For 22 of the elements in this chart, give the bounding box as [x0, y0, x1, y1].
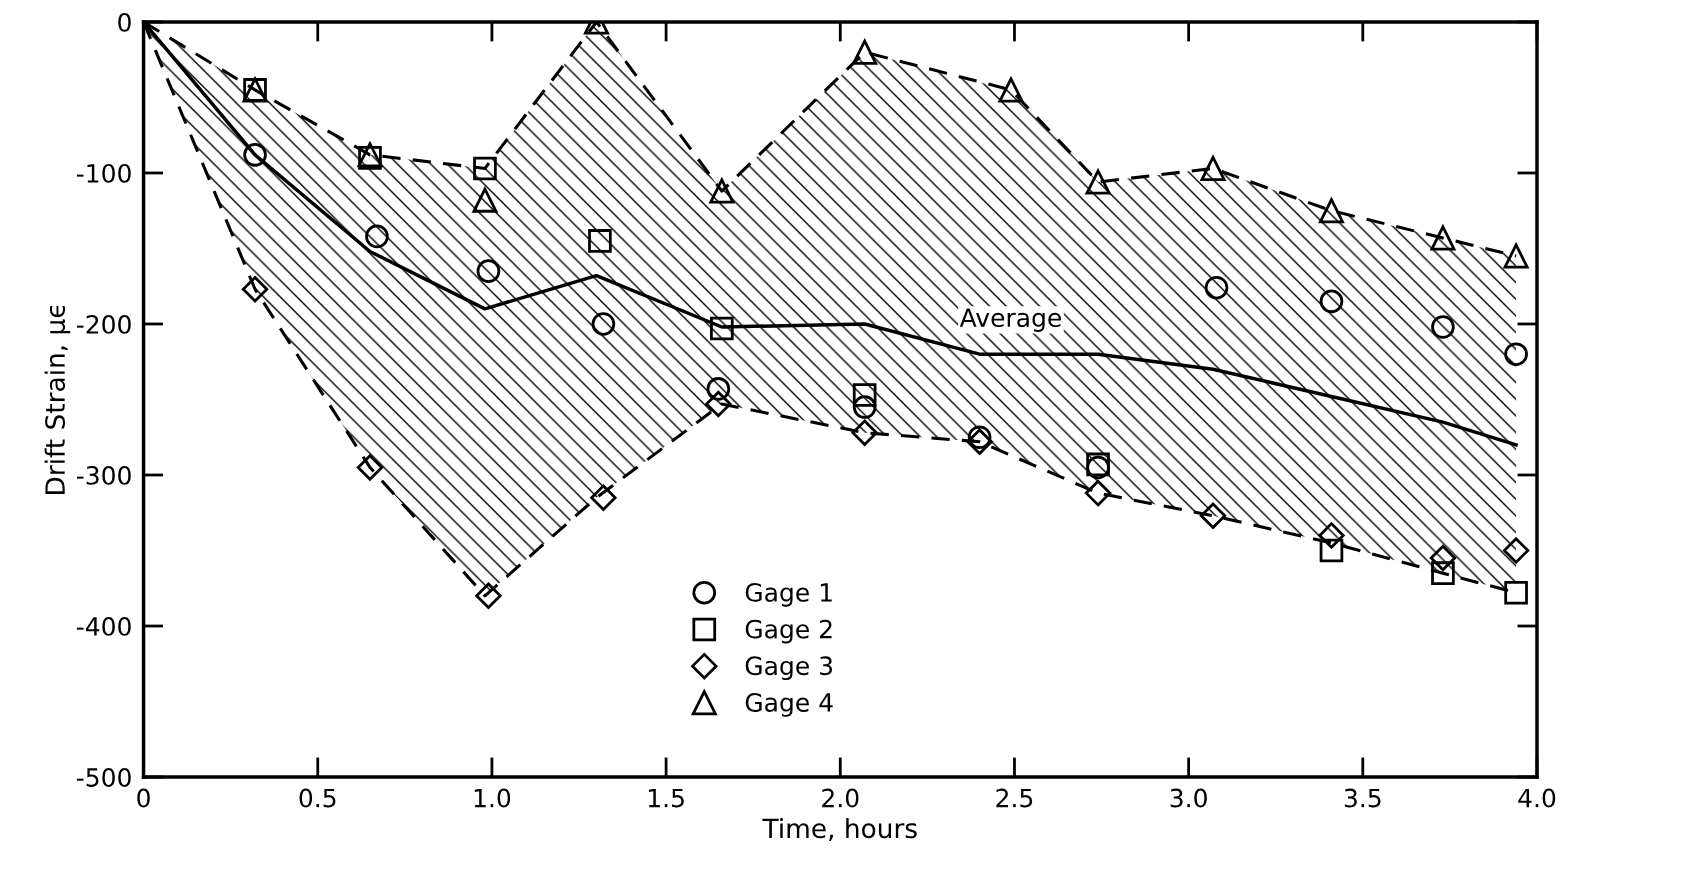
series-label: Average — [959, 308, 1061, 332]
y-tick-label: 0 — [118, 12, 131, 32]
y-tick-label: -100 — [76, 163, 131, 183]
x-tick-label: 0.5 — [299, 788, 336, 808]
y-tick-label: -200 — [76, 314, 131, 334]
legend-label: Gage 1 — [745, 582, 832, 607]
y-axis-title: Drift Strain, μϵ — [44, 306, 71, 494]
x-tick-label: 3.0 — [1170, 788, 1207, 808]
x-tick-label: 0 — [137, 788, 150, 808]
x-tick-label: 1.0 — [474, 788, 511, 808]
x-tick-label: 4.0 — [1518, 788, 1556, 808]
x-axis-title: Time, hours — [762, 817, 917, 842]
legend-label: Gage 3 — [745, 656, 833, 681]
x-tick-label: 2.0 — [822, 788, 859, 808]
legend-label: Gage 2 — [745, 619, 832, 644]
y-tick-label: -500 — [76, 767, 131, 787]
y-tick-label: -300 — [76, 465, 131, 485]
x-tick-label: 1.5 — [648, 788, 684, 808]
legend-label: Gage 4 — [745, 693, 833, 717]
x-tick-label: 2.5 — [996, 788, 1033, 808]
x-tick-label: 3.5 — [1344, 788, 1381, 808]
y-tick-label: -400 — [76, 616, 131, 636]
